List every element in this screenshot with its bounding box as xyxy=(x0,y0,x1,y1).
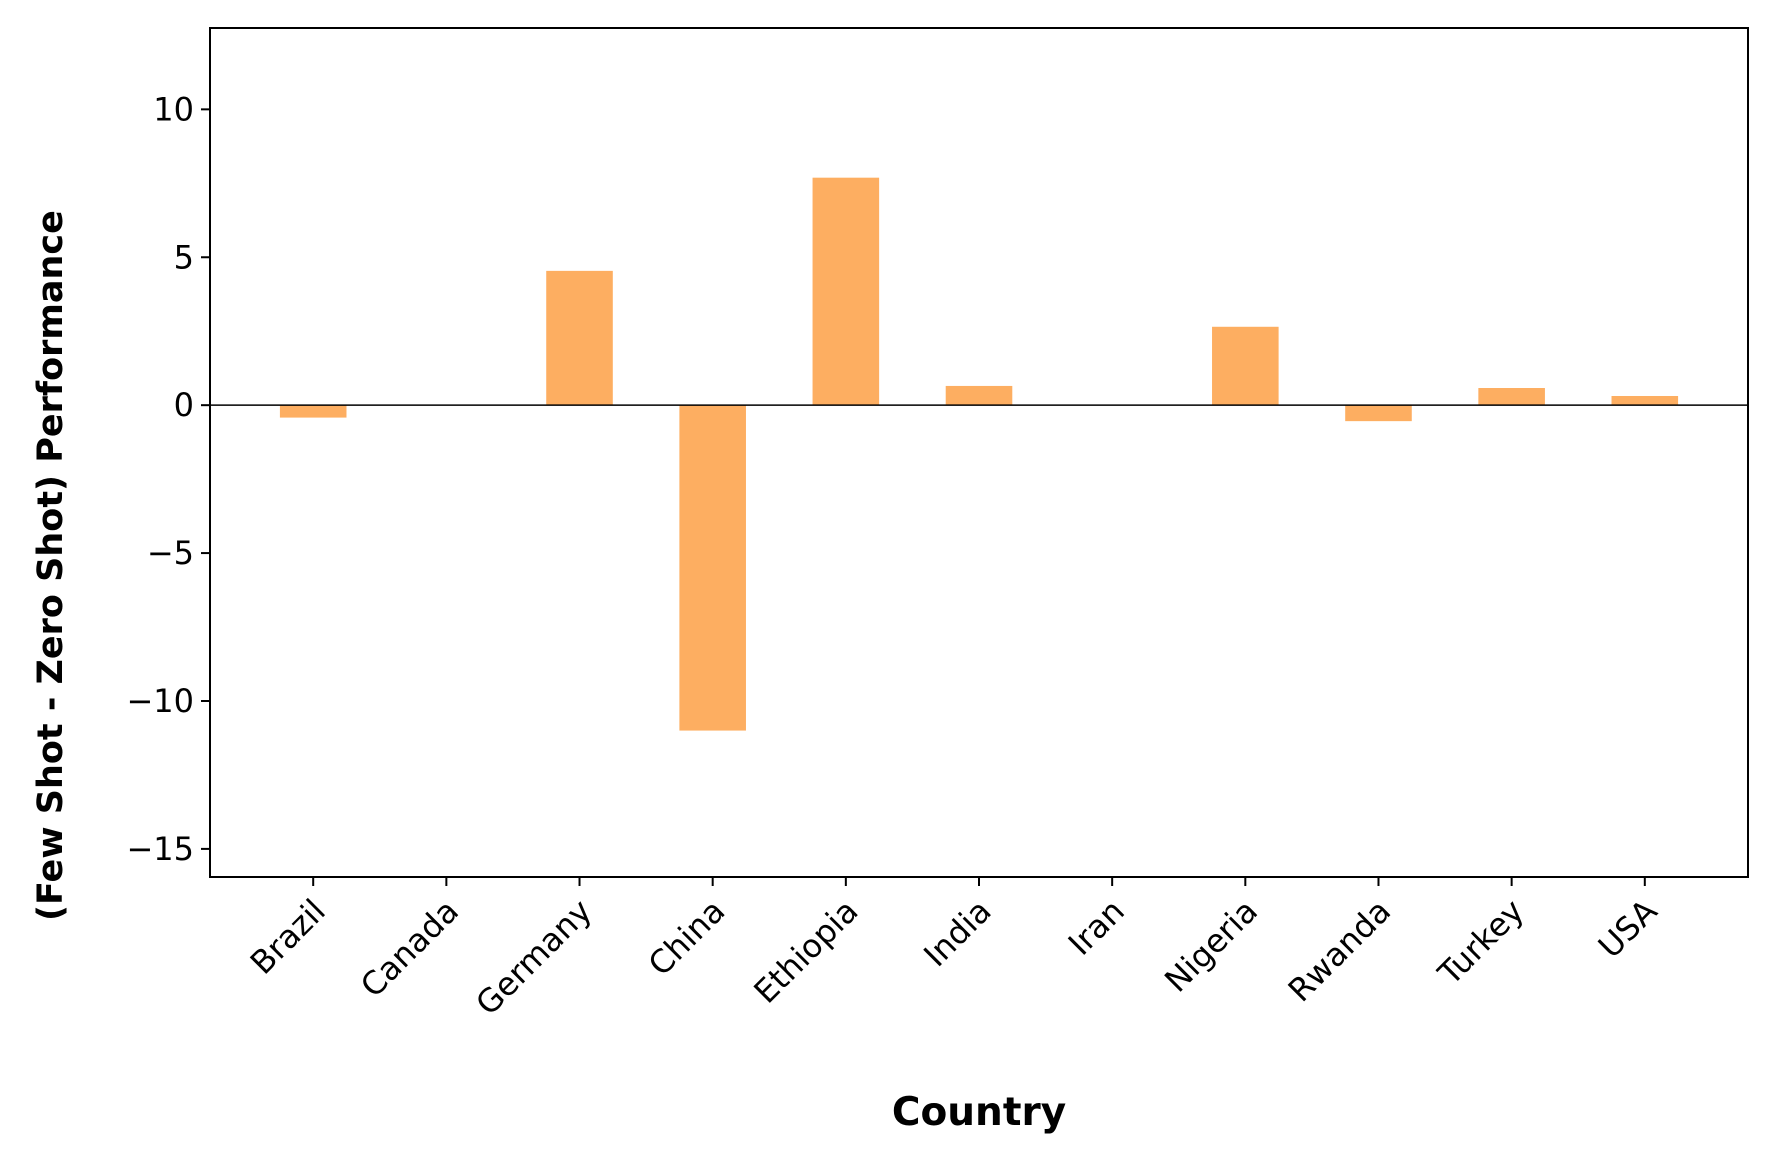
x-tick-label: Iran xyxy=(1061,892,1132,963)
x-tick-label: Brazil xyxy=(243,892,333,982)
plot-frame xyxy=(209,27,1749,878)
x-tick-label: China xyxy=(641,892,733,984)
y-axis-label: (Few Shot - Zero Shot) Performance xyxy=(31,210,71,921)
bar xyxy=(945,385,1013,406)
y-tick-label: −10 xyxy=(126,682,194,720)
bar xyxy=(1478,388,1545,406)
x-tick-label: USA xyxy=(1591,892,1665,966)
y-tick-label: 0 xyxy=(174,386,194,424)
x-axis-label: Country xyxy=(892,1090,1066,1135)
bar xyxy=(279,405,347,418)
bar xyxy=(679,405,746,731)
x-tick-label: Ethiopia xyxy=(746,892,865,1011)
y-tick-label: −15 xyxy=(126,830,194,868)
x-tick-label: Turkey xyxy=(1430,892,1531,993)
x-tick-label: Rwanda xyxy=(1281,892,1399,1010)
bar xyxy=(1611,395,1679,406)
bar xyxy=(812,177,880,406)
bar xyxy=(1345,405,1412,422)
y-tick-label: −5 xyxy=(147,534,194,572)
bar xyxy=(546,270,613,406)
x-tick-label: Nigeria xyxy=(1157,892,1265,1000)
y-tick-label: 5 xyxy=(174,238,194,276)
x-tick-label: India xyxy=(916,892,998,974)
x-tick-label: Canada xyxy=(353,892,466,1005)
y-tick-label: 10 xyxy=(153,90,194,128)
x-tick-label: Germany xyxy=(468,892,599,1023)
bar xyxy=(1212,326,1279,406)
